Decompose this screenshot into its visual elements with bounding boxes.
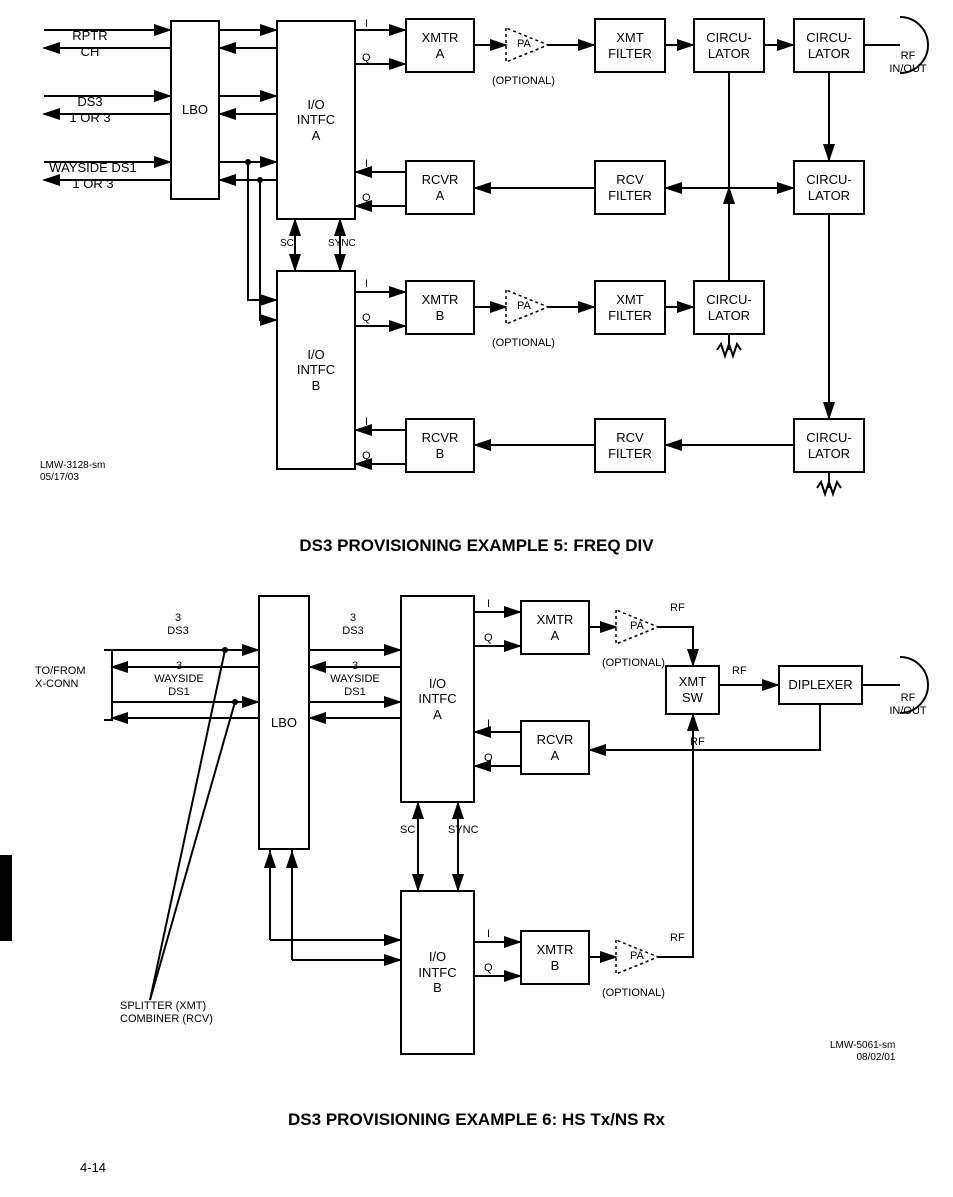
connectors — [0, 0, 953, 1197]
